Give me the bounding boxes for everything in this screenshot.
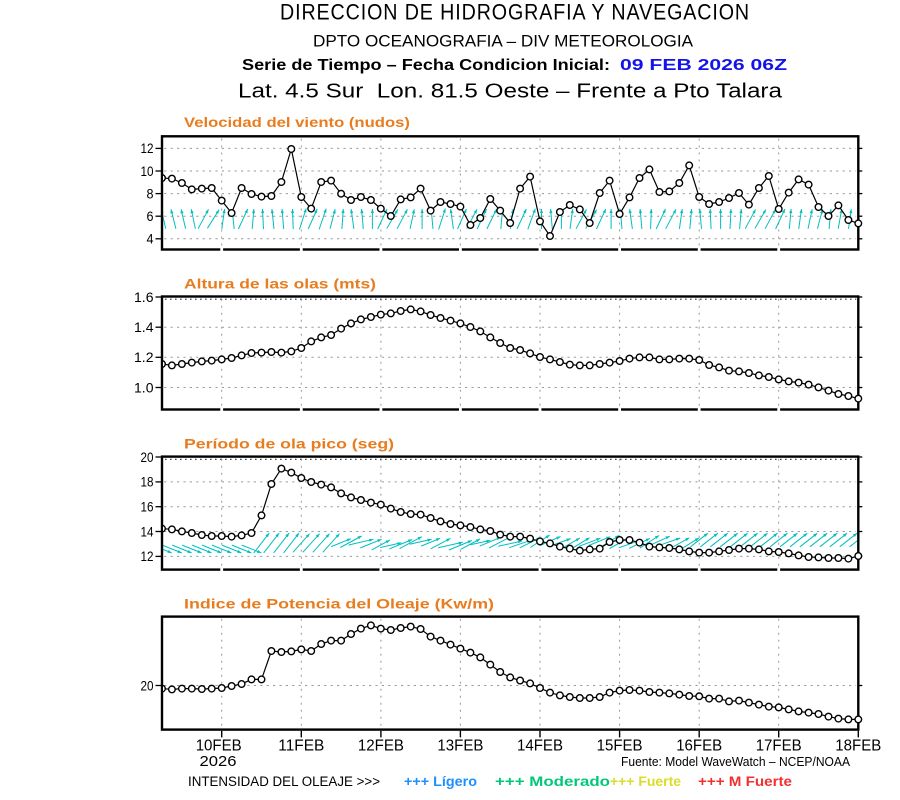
svg-text:DIRECCION DE HIDROGRAFIA Y NAV: DIRECCION DE HIDROGRAFIA Y NAVEGACION <box>280 0 750 25</box>
svg-text:11FEB: 11FEB <box>278 737 324 754</box>
svg-text:8: 8 <box>147 185 154 201</box>
svg-text:1.0: 1.0 <box>134 379 154 395</box>
svg-text:12: 12 <box>141 140 154 156</box>
svg-text:Fuente: Model WaveWatch – NCEP: Fuente: Model WaveWatch – NCEP/NOAA <box>621 754 850 769</box>
svg-text:1.6: 1.6 <box>134 289 154 305</box>
svg-text:13FEB: 13FEB <box>437 737 483 754</box>
svg-text:17FEB: 17FEB <box>756 737 802 754</box>
svg-text:14FEB: 14FEB <box>517 737 563 754</box>
svg-text:12: 12 <box>141 548 154 564</box>
svg-text:18: 18 <box>141 474 154 490</box>
svg-text:6: 6 <box>147 208 154 224</box>
svg-text:20: 20 <box>141 449 154 465</box>
svg-text:INTENSIDAD DEL OLEAJE >>>: INTENSIDAD DEL OLEAJE >>> <box>188 774 380 789</box>
svg-text:09 FEB 2026 06Z: 09 FEB 2026 06Z <box>620 57 788 74</box>
svg-text:15FEB: 15FEB <box>597 737 643 754</box>
svg-text:16FEB: 16FEB <box>676 737 722 754</box>
svg-text:20: 20 <box>141 677 154 693</box>
svg-text:Velocidad del viento (nudos): Velocidad del viento (nudos) <box>184 114 410 130</box>
svg-text:DPTO OCEANOGRAFIA – DIV METEOR: DPTO OCEANOGRAFIA – DIV METEOROLOGIA <box>313 31 694 50</box>
svg-text:Serie de Tiempo – Fecha Condic: Serie de Tiempo – Fecha Condicion Inicia… <box>242 57 610 74</box>
svg-text:Altura de las olas (mts): Altura de las olas (mts) <box>184 276 376 292</box>
svg-text:Indice de Potencia del Oleaje: Indice de Potencia del Oleaje (Kw/m) <box>184 596 494 612</box>
svg-text:4: 4 <box>147 231 154 247</box>
svg-text:10FEB: 10FEB <box>196 737 242 754</box>
svg-text:1.4: 1.4 <box>134 319 154 335</box>
svg-text:+++ M Fuerte: +++ M Fuerte <box>698 774 793 789</box>
svg-text:18FEB: 18FEB <box>835 737 881 754</box>
svg-text:+++ Fuerte: +++ Fuerte <box>610 774 681 789</box>
svg-text:+++ Lígero: +++ Lígero <box>404 774 477 789</box>
svg-text:+++ Moderado: +++ Moderado <box>495 774 610 789</box>
svg-text:Lat. 4.5 Sur Lon. 81.5 Oeste: Lat. 4.5 Sur Lon. 81.5 Oeste – Frente a … <box>238 81 783 103</box>
svg-text:1.2: 1.2 <box>134 349 154 365</box>
svg-text:16: 16 <box>141 499 154 515</box>
svg-text:Período de ola pico (seg): Período de ola pico (seg) <box>184 436 394 452</box>
svg-text:12FEB: 12FEB <box>358 737 404 754</box>
svg-text:14: 14 <box>141 523 154 539</box>
svg-text:2026: 2026 <box>200 753 237 770</box>
svg-text:10: 10 <box>141 163 154 179</box>
